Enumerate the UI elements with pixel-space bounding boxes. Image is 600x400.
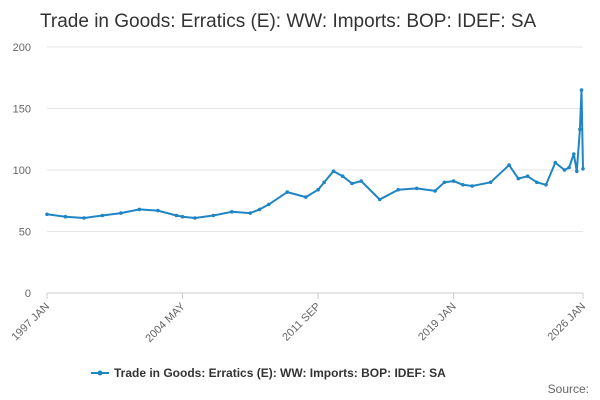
data-point[interactable] [575, 169, 579, 173]
data-point[interactable] [451, 179, 456, 183]
data-point[interactable] [119, 211, 123, 215]
data-point[interactable] [572, 152, 576, 156]
data-point[interactable] [579, 88, 584, 92]
data-point[interactable] [396, 187, 401, 192]
data-point[interactable] [248, 211, 253, 215]
data-point[interactable] [488, 180, 493, 185]
data-point[interactable] [211, 213, 216, 218]
data-point[interactable] [525, 174, 530, 178]
x-tick-label: 2026 JAN [545, 301, 588, 344]
data-point[interactable] [461, 183, 465, 187]
data-point[interactable] [359, 179, 364, 183]
data-point[interactable] [322, 180, 327, 185]
y-tick-label: 100 [13, 165, 31, 177]
data-point[interactable] [535, 180, 539, 185]
data-point[interactable] [193, 216, 197, 220]
data-point[interactable] [340, 174, 345, 178]
data-point[interactable] [578, 127, 582, 132]
y-tick-label: 200 [13, 42, 31, 54]
data-point[interactable] [45, 212, 49, 217]
data-point[interactable] [544, 183, 548, 187]
data-point[interactable] [331, 169, 336, 173]
y-axis-ticks: 0 50 100 150 200 [13, 42, 31, 300]
x-tick-label: 1997 JAN [9, 301, 52, 344]
x-tick-label: 2019 JAN [416, 301, 459, 344]
y-tick-label: 150 [13, 104, 31, 116]
data-point[interactable] [433, 189, 437, 193]
data-point[interactable] [267, 202, 271, 207]
source-label[interactable]: Source: [548, 382, 589, 396]
legend-marker-icon [97, 370, 103, 376]
data-point[interactable] [180, 214, 185, 219]
data-point[interactable] [316, 187, 320, 192]
y-tick-label: 50 [19, 227, 31, 239]
chart-title: Trade in Goods: Erratics (E): WW: Import… [40, 11, 537, 32]
data-point[interactable] [414, 186, 419, 191]
data-point[interactable] [137, 207, 142, 212]
series-layer [45, 88, 585, 220]
x-tick-label: 2011 SEP [280, 301, 323, 344]
data-point[interactable] [82, 216, 86, 220]
legend[interactable]: Trade in Goods: Erratics (E): WW: Import… [91, 366, 446, 380]
data-point[interactable] [230, 210, 234, 214]
data-point[interactable] [567, 165, 571, 170]
data-point[interactable] [470, 184, 474, 188]
grid-layer [47, 46, 583, 294]
data-point[interactable] [285, 190, 290, 194]
data-point[interactable] [442, 180, 447, 185]
y-tick-label: 0 [25, 288, 31, 300]
data-point[interactable] [377, 197, 382, 202]
data-point[interactable] [516, 176, 521, 181]
x-tick-label: 2004 MAY [143, 300, 188, 345]
data-point[interactable] [562, 168, 567, 172]
data-point[interactable] [100, 213, 105, 218]
data-point[interactable] [581, 167, 585, 171]
data-point[interactable] [350, 181, 354, 186]
data-point[interactable] [553, 160, 558, 165]
x-axis-ticks: 1997 JAN 2004 MAY 2011 SEP 2019 JAN 2026 JAN [9, 293, 588, 345]
data-point[interactable] [156, 208, 160, 213]
series-line [46, 89, 584, 219]
data-point[interactable] [304, 195, 308, 199]
legend-label: Trade in Goods: Erratics (E): WW: Import… [114, 366, 446, 380]
data-point[interactable] [507, 163, 511, 167]
data-point[interactable] [63, 214, 68, 219]
data-point[interactable] [257, 207, 262, 212]
data-point[interactable] [174, 213, 179, 218]
